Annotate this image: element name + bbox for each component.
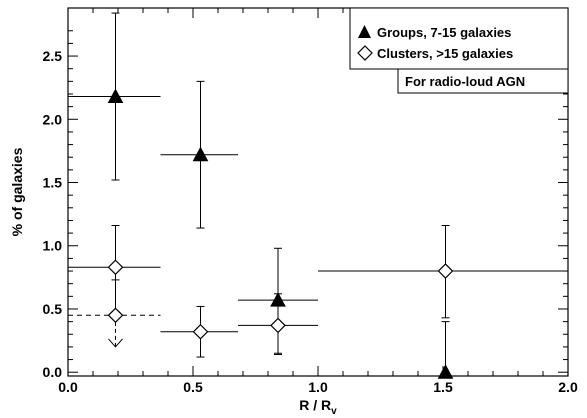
legend-note-text: For radio-loud AGN <box>405 74 525 89</box>
diamond-marker <box>270 317 286 334</box>
x-tick-label: 0.5 <box>183 379 203 395</box>
triangle-marker <box>437 364 454 379</box>
y-tick-label: 1.5 <box>43 175 63 191</box>
legend-label-clusters: Clusters, >15 galaxies <box>377 46 513 61</box>
triangle-marker <box>192 146 209 162</box>
y-tick-label: 0.5 <box>43 301 63 317</box>
legend-label-groups: Groups, 7-15 galaxies <box>377 25 511 40</box>
diamond-marker <box>192 323 209 340</box>
y-axis-ticks: 0.0 0.5 1.0 1.5 2.0 2.5 <box>43 30 568 380</box>
x-axis-title-subscript: v <box>331 406 337 417</box>
triangle-marker <box>107 88 124 104</box>
upper-limit-diamond-marker <box>107 307 124 324</box>
legend-triangle-marker <box>358 25 371 38</box>
diamond-marker <box>437 263 454 279</box>
data-marks <box>68 12 568 379</box>
x-tick-label: 2.0 <box>558 379 578 395</box>
legend-box <box>349 7 569 70</box>
x-tick-label: 1.5 <box>433 379 453 395</box>
legend-diamond-marker <box>357 45 373 61</box>
y-tick-label: 2.5 <box>43 48 63 64</box>
upper-limit-arrow <box>108 338 123 348</box>
legend: Groups, 7-15 galaxies Clusters, >15 gala… <box>349 7 569 70</box>
x-tick-label: 0.0 <box>58 379 78 395</box>
x-axis-title: R / Rv <box>299 397 337 417</box>
y-tick-label: 0.0 <box>43 364 63 380</box>
x-axis-ticks: 0.0 0.5 1.0 1.5 2.0 <box>58 8 578 395</box>
y-axis-title: % of galaxies <box>9 147 25 236</box>
y-tick-label: 2.0 <box>43 111 63 127</box>
legend-note: For radio-loud AGN <box>397 68 569 94</box>
y-tick-label: 1.0 <box>43 238 63 254</box>
legend-note-box <box>397 68 569 94</box>
diamond-marker <box>107 259 124 276</box>
x-tick-label: 1.0 <box>308 379 328 395</box>
x-axis-title-main: R / R <box>299 397 331 413</box>
